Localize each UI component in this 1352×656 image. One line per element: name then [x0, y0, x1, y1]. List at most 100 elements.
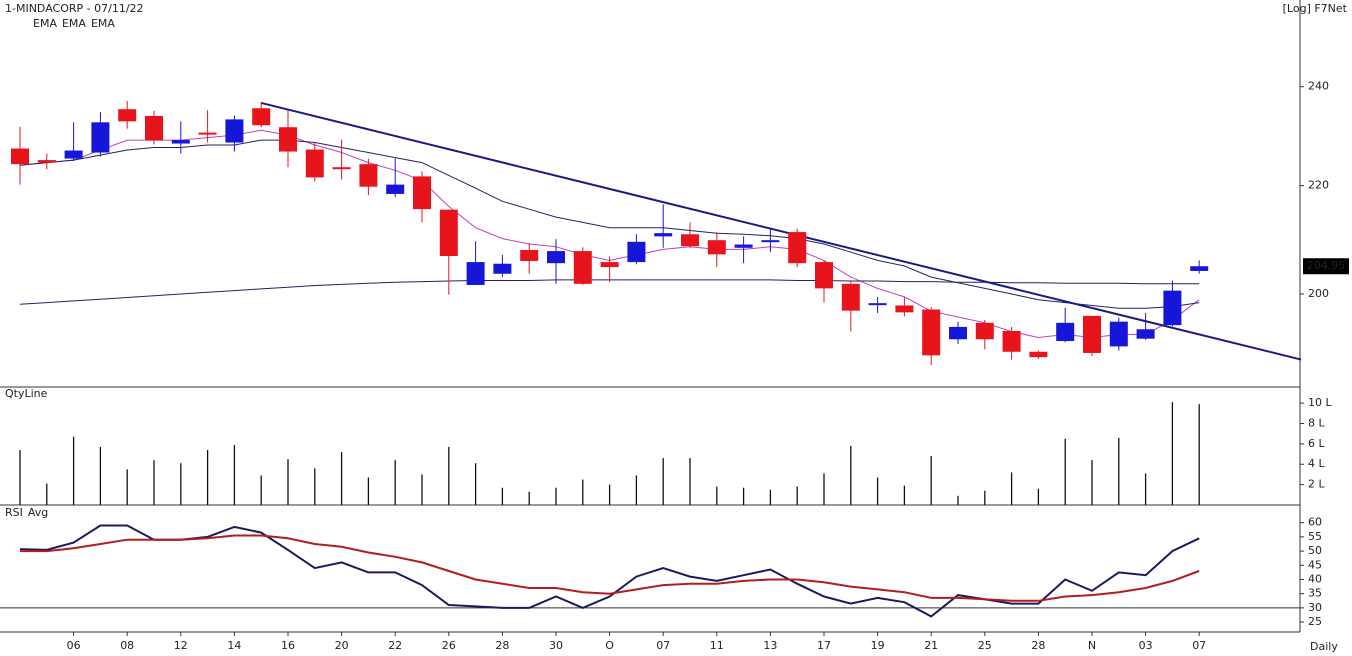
x-tick-label: 08 [120, 639, 134, 652]
candle-body [707, 240, 726, 255]
y-tick-label: 50 [1308, 544, 1322, 557]
candle-body [1109, 321, 1128, 347]
y-tick-label: 4 L [1308, 457, 1325, 470]
legend-entry: RSI [5, 506, 23, 519]
candle-body [922, 309, 941, 356]
panel-title: QtyLine [5, 387, 48, 400]
candle-body [252, 108, 271, 126]
candle-body [305, 149, 324, 178]
x-tick-label: 17 [817, 639, 831, 652]
last-price-box [1303, 258, 1349, 275]
candle-body [1190, 266, 1209, 271]
x-tick-label: 13 [763, 639, 777, 652]
candle-body [654, 233, 673, 237]
y-tick-label: 35 [1308, 587, 1322, 600]
ema-line [19, 279, 1200, 305]
ema-line [19, 129, 1200, 339]
legend-entry: EMA [91, 17, 115, 30]
x-tick-label: 30 [549, 639, 563, 652]
candle-body [1056, 322, 1075, 342]
trendline [260, 101, 1302, 361]
period-label: Daily [1310, 640, 1338, 653]
candle-body [145, 115, 163, 141]
candle-body [413, 176, 431, 210]
candle-body [520, 249, 539, 261]
x-tick-label: 07 [1192, 639, 1206, 652]
x-tick-label: 28 [1031, 639, 1045, 652]
x-tick-label: O [605, 639, 614, 652]
candle-body [573, 251, 592, 284]
candle-body [895, 305, 914, 313]
candle-body [37, 160, 56, 163]
y-tick-label: 2 L [1308, 478, 1325, 491]
candle-body [1029, 351, 1048, 358]
candle-body [171, 140, 190, 144]
y-tick-label: 45 [1308, 558, 1322, 571]
candle-body [949, 326, 967, 340]
y-tick-label: 25 [1308, 615, 1322, 628]
candle-body [11, 148, 29, 165]
x-tick-label: 06 [67, 639, 81, 652]
x-tick-label: 16 [281, 639, 295, 652]
rsi-line [20, 534, 1200, 602]
y-tick-label: 220 [1308, 179, 1329, 192]
y-tick-label: 60 [1308, 516, 1322, 529]
rsi-line [19, 524, 1200, 618]
candle-body [868, 303, 887, 306]
legend-entry: EMA [33, 17, 57, 30]
legend-entry: Avg [28, 506, 48, 519]
x-tick-label: 03 [1139, 639, 1153, 652]
candle-body [118, 109, 137, 122]
x-tick-label: 25 [978, 639, 992, 652]
candle-body [332, 167, 351, 170]
candle-body [975, 322, 994, 340]
candle-body [493, 263, 512, 274]
candle-body [681, 234, 699, 247]
candle-body [547, 251, 565, 264]
x-tick-label: 19 [871, 639, 885, 652]
candle-body [788, 232, 807, 264]
y-tick-label: 200 [1308, 287, 1329, 300]
candle-body [279, 127, 297, 152]
x-tick-label: 12 [174, 639, 188, 652]
candle-body [64, 150, 83, 159]
y-tick-label: 240 [1308, 80, 1329, 93]
candle-body [627, 241, 646, 263]
x-tick-label: 28 [495, 639, 509, 652]
y-tick-label: 55 [1308, 530, 1322, 543]
candle-body [841, 283, 860, 311]
candle-body [761, 240, 780, 243]
x-tick-label: 22 [388, 639, 402, 652]
candle-body [1002, 331, 1021, 352]
x-tick-label: 21 [924, 639, 938, 652]
x-tick-label: 26 [442, 639, 456, 652]
y-tick-label: 8 L [1308, 416, 1325, 429]
x-tick-label: 14 [227, 639, 241, 652]
candle-body [198, 132, 217, 135]
candle-body [734, 244, 753, 248]
chart-title: 1-MINDACORP - 07/11/22 [5, 2, 144, 15]
last-price-label: 204.95 [1307, 259, 1346, 272]
x-tick-label: 07 [656, 639, 670, 652]
x-tick-label: N [1088, 639, 1096, 652]
candle-body [359, 164, 378, 187]
legend-entry: EMA [62, 17, 86, 30]
y-tick-label: 6 L [1308, 437, 1325, 450]
candle-body [1163, 290, 1182, 326]
y-tick-label: 40 [1308, 572, 1322, 585]
candle-body [600, 262, 619, 268]
candle-body [386, 184, 405, 194]
candle-body [225, 119, 244, 143]
x-tick-label: 20 [335, 639, 349, 652]
y-tick-label: 10 L [1308, 396, 1332, 409]
ema-line [19, 139, 1200, 309]
y-tick-label: 30 [1308, 601, 1322, 614]
candle-body [439, 209, 458, 257]
x-tick-label: 11 [710, 639, 724, 652]
candle-body [815, 262, 833, 289]
candle-body [1136, 329, 1155, 339]
candle-body [91, 122, 110, 153]
candle-body [1083, 315, 1101, 353]
scale-note: [Log] F7Net [1283, 2, 1348, 15]
